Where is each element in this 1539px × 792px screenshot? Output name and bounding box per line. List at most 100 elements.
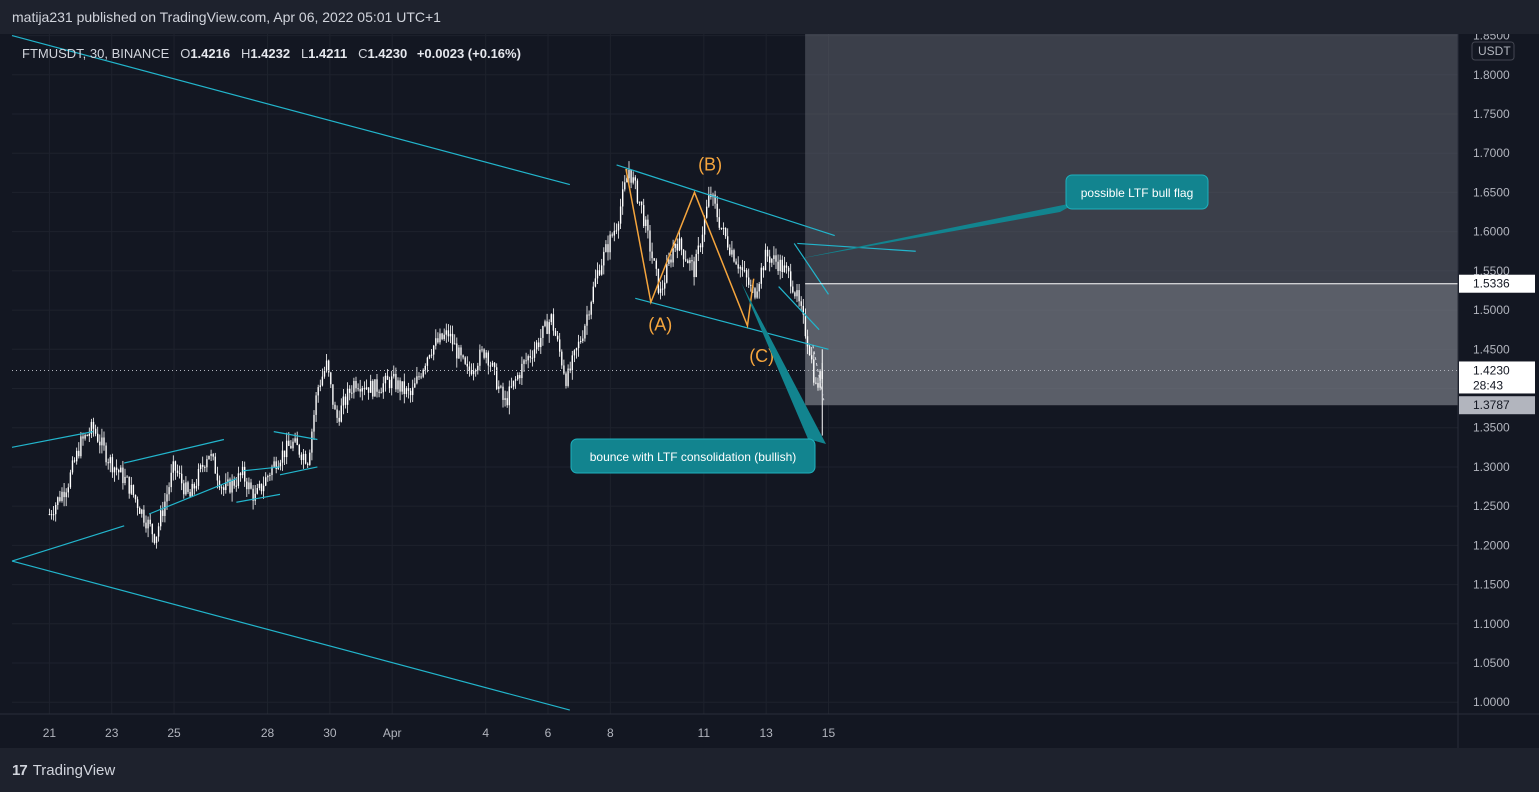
- time-tick-label: Apr: [383, 726, 402, 740]
- candle-body: [418, 376, 420, 378]
- candle-body: [332, 384, 334, 405]
- candle-body: [109, 457, 111, 464]
- ohlc-legend: FTMUSDT, 30, BINANCE O1.4216 H1.4232 L1.…: [22, 46, 521, 61]
- candle-body: [506, 398, 508, 406]
- candle-body: [382, 383, 384, 393]
- candle-body: [378, 391, 380, 393]
- candle-body: [59, 497, 61, 501]
- candle-body: [510, 386, 513, 388]
- candle-body: [739, 267, 741, 269]
- candle-body: [132, 484, 135, 495]
- candle-body: [166, 494, 168, 502]
- channel-line: [236, 493, 281, 503]
- candle-body: [351, 392, 353, 394]
- entry-price-badge: [1459, 274, 1535, 293]
- close-label: C: [358, 46, 368, 61]
- candle-body: [603, 251, 605, 266]
- candle-body: [216, 473, 219, 481]
- candle-body: [428, 355, 431, 358]
- candle-body: [684, 259, 687, 261]
- time-tick-label: 21: [43, 726, 57, 740]
- price-axis[interactable]: 1.8500 1.8000 1.7500 1.7000 1.6500 1.6000 1.55…: [1457, 34, 1539, 748]
- candle-body: [802, 305, 804, 315]
- candle-body: [512, 380, 515, 387]
- candle-body: [695, 253, 697, 278]
- candle-body: [357, 388, 359, 390]
- candle-body: [88, 433, 90, 436]
- candle-body: [69, 472, 72, 488]
- candle-body: [153, 534, 156, 543]
- time-tick-label: 25: [167, 726, 181, 740]
- candle-body: [600, 265, 603, 275]
- candle-body: [267, 476, 269, 478]
- price-tick-label: 1.7500: [1473, 107, 1510, 121]
- candle-body: [122, 467, 124, 484]
- close-value: 1.4230: [367, 46, 408, 61]
- candle-body: [666, 263, 668, 283]
- candle-body: [638, 201, 641, 203]
- candle-body: [577, 341, 580, 349]
- candle-body: [361, 388, 363, 392]
- flag-upper-line: [616, 164, 835, 237]
- symbol-label[interactable]: FTMUSDT, 30, BINANCE: [22, 46, 170, 61]
- candle-body: [575, 348, 578, 351]
- candle-body: [229, 479, 231, 493]
- candle-body: [737, 264, 739, 269]
- candle-body: [794, 292, 796, 297]
- candle-body: [279, 462, 282, 467]
- candle-body: [439, 333, 441, 343]
- candle-body: [762, 267, 765, 271]
- candle-body: [588, 314, 590, 316]
- candle-body: [810, 355, 813, 360]
- candle-body: [815, 382, 817, 384]
- channel-line: [11, 525, 125, 562]
- candle-body: [708, 194, 710, 207]
- channel-line: [273, 431, 318, 441]
- candle-body: [138, 507, 141, 514]
- candle-body: [731, 250, 733, 255]
- candle-body: [485, 352, 487, 358]
- time-axis[interactable]: 21 23 25 28 30 Apr 4 6 8 11 13 15: [0, 713, 1539, 740]
- candle-body: [235, 485, 237, 487]
- candle-body: [563, 365, 565, 374]
- candle-body: [516, 375, 519, 380]
- candle-body: [414, 383, 416, 388]
- candle-body: [594, 278, 597, 287]
- candle-body: [733, 250, 735, 262]
- candle-body: [141, 509, 143, 514]
- candle-body: [714, 194, 716, 204]
- candle-body: [395, 373, 397, 390]
- tradingview-logo[interactable]: 17 TradingView: [12, 762, 115, 779]
- candle-body: [271, 466, 273, 475]
- candle-body: [498, 386, 500, 390]
- candle-body: [624, 182, 626, 190]
- candle-body: [670, 259, 672, 263]
- candle-body: [151, 524, 153, 535]
- candle-body: [355, 381, 357, 389]
- candle-body: [619, 206, 622, 224]
- candle-body: [609, 234, 611, 253]
- candle-body: [754, 288, 756, 298]
- candle-body: [766, 249, 769, 257]
- candle-body: [172, 461, 174, 473]
- candle-body: [273, 461, 275, 467]
- target-price-badge-text: 1.3787: [1473, 398, 1510, 412]
- candle-body: [193, 483, 195, 489]
- candle-body: [384, 375, 387, 384]
- candle-body: [317, 387, 319, 396]
- candle-body: [554, 330, 557, 336]
- price-chart[interactable]: (A) (B) (C) possible LTF bull flag bounce w…: [0, 34, 1539, 748]
- candle-body: [231, 479, 233, 493]
- candle-body: [260, 483, 263, 492]
- candle-body: [661, 288, 664, 290]
- candle-body: [529, 356, 531, 358]
- candle-body: [128, 476, 130, 494]
- current-price-badge-text: 1.4230: [1473, 363, 1510, 377]
- candle-body: [668, 259, 670, 264]
- candle-body: [409, 390, 412, 396]
- candle-body: [227, 479, 229, 483]
- candle-body: [474, 370, 477, 372]
- price-tick-label: 1.2500: [1473, 499, 1510, 513]
- candle-body: [626, 178, 628, 183]
- candle-body: [376, 379, 378, 392]
